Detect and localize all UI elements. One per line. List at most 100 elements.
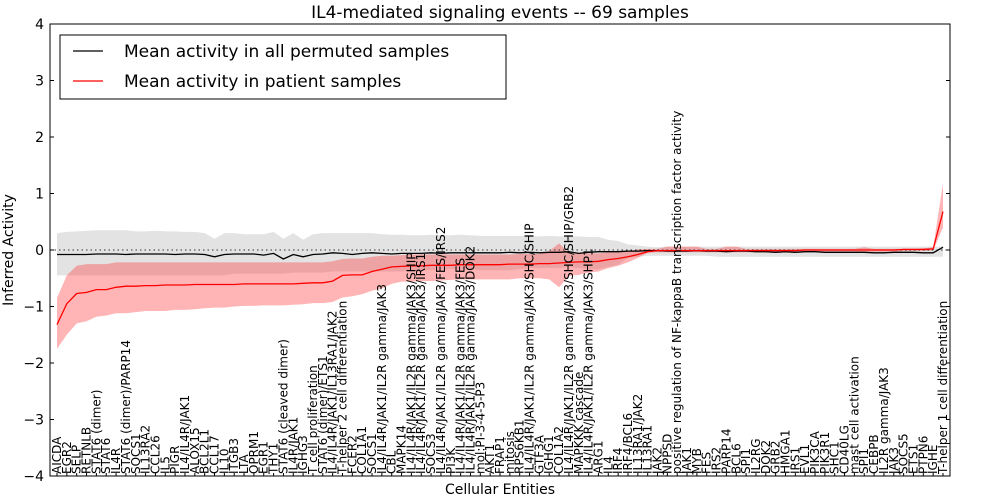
x-tick-label: STAT6 (cleaved dimer) <box>276 339 290 474</box>
confidence-bands <box>57 183 943 349</box>
x-axis-label: Cellular Entities <box>445 482 555 498</box>
x-tick-label: IL4R <box>109 448 123 474</box>
x-tick-label: IL4/IL4R/JAK1 <box>178 395 192 474</box>
x-tick-label: CCL17 <box>208 435 222 474</box>
x-tick-label: MYB <box>690 448 704 474</box>
y-tick-label: 4 <box>35 17 44 33</box>
x-tick-label: SOCS1 <box>365 433 379 474</box>
x-tick-label: ALOX15 <box>188 427 202 474</box>
x-tick-label: THY1 <box>267 443 281 475</box>
x-tick-label: BCL6 <box>729 443 743 474</box>
x-tick-label: PTPN6 <box>916 436 930 474</box>
x-tick-label: positive regulation of NF-kappaB transcr… <box>670 111 684 474</box>
x-tick-label: PIK3R1 <box>818 432 832 474</box>
x-tick-label: CCL26 <box>148 435 162 474</box>
x-tick-label: ITGB3 <box>227 438 241 474</box>
x-tick-label: SOCS1 <box>129 433 143 474</box>
x-tick-label: IL4/IL4R/JAK1/IL2R gamma/JAK3/IRS1 <box>414 253 428 474</box>
x-tick-label: T-helper 2 cell differentiation <box>336 301 350 475</box>
x-tick-label: ETS1 <box>907 444 921 474</box>
series-line-permuted <box>57 246 944 260</box>
x-tick-label: RPS6KB1 <box>513 419 527 474</box>
x-tick-label: FES <box>700 452 714 474</box>
x-tick-label: mast cell activation <box>847 356 861 474</box>
x-tick-label: EGR2 <box>60 441 74 474</box>
x-tick-label: COL1A2 <box>552 426 566 474</box>
x-tick-label: ARG1 <box>591 441 605 474</box>
series-lines <box>56 211 944 325</box>
x-tick-label: T cell proliferation <box>306 365 320 475</box>
legend-label-patient: Mean activity in patient samples <box>124 72 401 92</box>
y-tick-label: −1 <box>23 300 44 316</box>
x-tick-label: AICDA <box>50 436 64 474</box>
y-axis-ticks: −4 −3 −2 −1 0 1 2 3 4 <box>23 17 950 485</box>
x-tick-label: IL2R gamma/JAK3 <box>877 367 891 474</box>
y-axis-label: Inferred Activity <box>1 194 17 306</box>
x-tick-label: HMGA1 <box>779 429 793 474</box>
x-tick-label: MAPK14 <box>395 425 409 474</box>
x-tick-label: IRS2 <box>710 447 724 474</box>
x-tick-label: CEBPB <box>867 434 881 474</box>
x-tick-label: IGHG3 <box>296 435 310 474</box>
x-tick-label: RETNLB <box>80 427 94 474</box>
x-tick-label: IRS1 <box>788 447 802 474</box>
x-tick-label: STAT6 (dimer)/PARP14 <box>119 340 133 474</box>
legend: Mean activity in all permuted samples Me… <box>59 34 507 100</box>
x-tick-label: IL10 <box>217 449 231 475</box>
x-tick-label: IL4/IL4R/JAK1/IL2R gamma/JAK3/SHC/SHIP <box>523 223 537 474</box>
x-tick-label: CBL <box>385 450 399 474</box>
x-tick-label: mol:PI-3-4-5-P3 <box>473 382 487 474</box>
y-tick-label: 0 <box>35 243 44 259</box>
x-tick-label: JAK3 <box>887 447 901 475</box>
x-tick-label: IL13RA2 <box>139 425 153 474</box>
x-tick-label: FCER2 <box>345 435 359 474</box>
x-tick-label: OPRM1 <box>247 431 261 474</box>
x-tick-label: GRB2 <box>769 440 783 474</box>
x-tick-label: AKT1 <box>483 444 497 474</box>
x-tick-label: STAT6 (dimer)/ETS1 <box>316 355 330 474</box>
chart-title: IL4-mediated signaling events -- 69 samp… <box>311 3 689 23</box>
x-tick-label: IGHE <box>926 445 940 474</box>
x-tick-label: JAK2 <box>651 447 665 475</box>
series-line-patient <box>56 211 944 325</box>
x-tick-label: IL4/IL4R/JAK1/IL2R gamma/JAK3/SHC/SHIP/G… <box>562 186 576 474</box>
x-tick-label: CD40LG <box>838 425 852 474</box>
x-tick-label: PIK3CA <box>808 430 822 474</box>
x-tick-label: DOK2 <box>759 440 773 474</box>
x-tick-label: IL4/IL4R/JAK1/IL2R gamma/JAK3 <box>375 284 389 474</box>
x-tick-label: IL4R/JAK1 <box>286 417 300 474</box>
x-tick-label: STAT6 (dimer) <box>89 390 103 474</box>
x-tick-label: JAK1 <box>680 447 694 475</box>
x-tick-label: IL4/IL4R/JAK1/IL2R gamma/JAK3/SHIP <box>404 253 418 474</box>
y-tick-label: 1 <box>35 187 44 203</box>
y-tick-label: 2 <box>35 130 44 146</box>
x-tick-label: SPI1 <box>857 448 871 474</box>
x-tick-label: PIGR <box>168 446 182 474</box>
plot-frame <box>49 23 951 477</box>
x-tick-label: PARP14 <box>719 428 733 474</box>
x-tick-label: SPI1 <box>739 448 753 474</box>
y-tick-label: −4 <box>23 469 44 485</box>
x-tick-label: EVL1 <box>798 444 812 474</box>
y-tick-label: 3 <box>35 74 44 90</box>
x-tick-label: IRF4 <box>611 448 625 474</box>
legend-frame <box>59 34 507 100</box>
x-tick-label: PI3K <box>444 447 458 474</box>
x-tick-label: IL13RA1 <box>641 425 655 474</box>
x-tick-label: mitosis <box>503 431 517 474</box>
y-tick-label: −3 <box>23 413 44 429</box>
x-tick-label: SOCS5 <box>897 433 911 474</box>
x-tick-label: IL4/IL4R/JAK1/IL13RA1/JAK2 <box>326 311 340 475</box>
x-tick-label: IL5 <box>158 456 172 474</box>
x-tick-label: EGR1 <box>257 441 271 474</box>
x-tick-label: LTA <box>237 454 251 474</box>
x-tick-label: COL1A1 <box>355 426 369 474</box>
x-tick-label: FRAP1 <box>493 436 507 474</box>
x-tick-label: IL13RA1/JAK2 <box>631 394 645 474</box>
x-tick-label: BCL2L1 <box>198 429 212 474</box>
x-tick-label: IRF4/BCL6 <box>621 413 635 474</box>
x-tick-label: IL2RG <box>749 439 763 475</box>
x-tick-label: IL4/IL4R/JAK1/IL2R gamma/JAK3/FES <box>454 258 468 474</box>
